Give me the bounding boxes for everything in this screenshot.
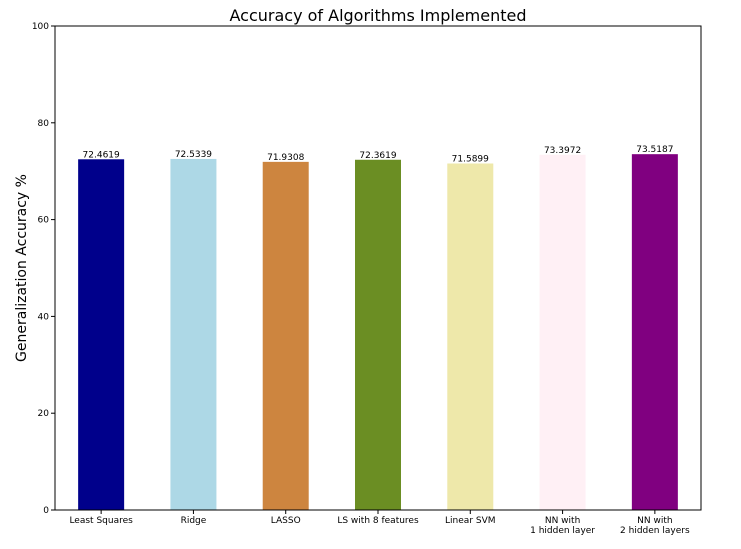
bar-value-label: 72.5339: [175, 150, 212, 160]
bar-value-label: 73.3972: [544, 146, 581, 156]
x-tick-label-line: Least Squares: [69, 516, 133, 526]
x-tick-label: Least Squares: [69, 516, 133, 526]
x-tick-label: Ridge: [181, 516, 207, 526]
x-tick-label: NN with 2 hidden layers: [620, 516, 690, 536]
x-tick-label: NN with 1 hidden layer: [530, 516, 595, 536]
y-axis-label: Generalization Accuracy %: [14, 174, 30, 362]
plot-frame: [54, 25, 702, 511]
bar: [78, 159, 125, 510]
x-tick-label-line: Ridge: [181, 516, 207, 526]
chart-title: Accuracy of Algorithms Implemented: [229, 6, 526, 25]
x-tick-label-line: LASSO: [271, 516, 301, 526]
y-axis-ticks: 0 20 40 60 80 100: [32, 22, 55, 516]
y-tick-label: 100: [32, 22, 49, 32]
y-tick-label: 20: [38, 409, 50, 419]
bars: 72.4619 72.5339 71.9308 72.3619 71.5899 73.39…: [78, 145, 678, 511]
x-tick-label-line: 2 hidden layers: [620, 526, 690, 536]
x-tick-label-line: Linear SVM: [445, 516, 495, 526]
bar-value-label: 73.5187: [636, 145, 673, 155]
x-tick-label-line: LS with 8 features: [337, 516, 419, 526]
bar-value-label: 71.9308: [267, 153, 304, 163]
x-tick-label: LASSO: [271, 516, 301, 526]
y-tick-label: 0: [43, 506, 49, 516]
x-tick-label-line: NN with: [637, 516, 672, 526]
bar-value-label: 72.4619: [83, 150, 120, 160]
x-tick-label: LS with 8 features: [337, 516, 419, 526]
bar: [631, 154, 678, 510]
x-tick-label-line: NN with: [545, 516, 580, 526]
bar-value-label: 72.3619: [359, 151, 396, 161]
bar-value-label: 71.5899: [452, 155, 489, 165]
y-tick-label: 80: [38, 119, 50, 129]
bar: [170, 158, 217, 511]
bar: [355, 159, 401, 510]
bar: [262, 161, 309, 511]
x-tick-label-line: 1 hidden layer: [530, 526, 595, 536]
bar: [447, 163, 494, 510]
bar: [539, 154, 586, 510]
y-tick-label: 40: [38, 312, 50, 322]
x-tick-label: Linear SVM: [445, 516, 495, 526]
x-axis-tick-labels: Least Squares Ridge LASSO LS with 8 feature…: [69, 510, 690, 536]
y-tick-label: 60: [38, 216, 50, 226]
